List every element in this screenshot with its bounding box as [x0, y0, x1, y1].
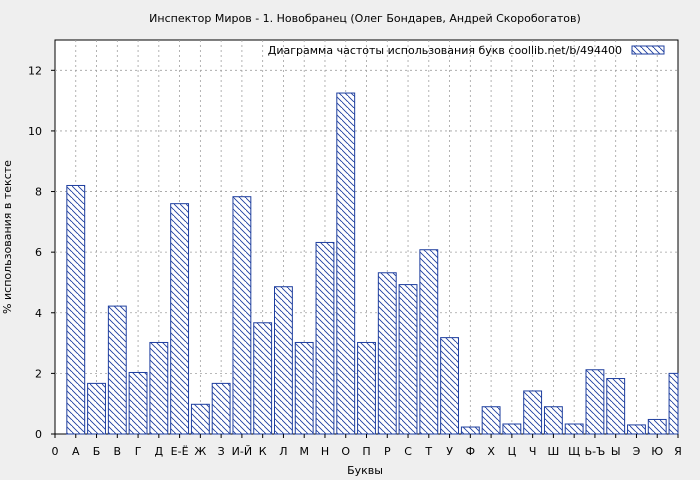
bar-Ч [523, 390, 543, 435]
bars-group [66, 92, 679, 435]
x-tick-label: Ж [194, 445, 206, 458]
bar-К [253, 322, 273, 435]
bar-Х [481, 406, 501, 435]
x-tick-label: Р [384, 445, 391, 458]
x-tick-label: И-Й [232, 445, 252, 458]
x-tick-label: Ч [529, 445, 537, 458]
bar-О [336, 92, 356, 435]
y-tick-label: 12 [28, 64, 42, 77]
x-tick-label: Х [487, 445, 495, 458]
bar-Ф [460, 426, 480, 435]
x-tick-label: Б [93, 445, 101, 458]
bar-Щ [564, 423, 584, 435]
bar-З [211, 382, 231, 435]
x-tick-label: Ш [548, 445, 560, 458]
x-axis-ticks: 0 А Б В Г Д Е-Ё Ж З И-Й К Л М Н О П Р С Т У Ф Х Ц Ч Ш Щ Ь-Ъ Ы Э Ю Я [52, 434, 682, 458]
bar-Н [315, 241, 335, 435]
bar-Д [149, 341, 169, 435]
x-tick-label: С [404, 445, 412, 458]
bar-Е-Ё [170, 203, 190, 435]
legend-label: Диаграмма частоты использования букв coo… [268, 44, 622, 57]
x-tick-label: Н [321, 445, 329, 458]
bar-М [294, 341, 314, 435]
x-tick-label: З [218, 445, 225, 458]
bar-Ю [647, 418, 667, 435]
bar-П [357, 341, 376, 435]
x-tick-label: Э [633, 445, 641, 458]
x-tick-label: 0 [52, 445, 59, 458]
y-tick-label: 4 [35, 307, 42, 320]
x-tick-label: В [114, 445, 122, 458]
x-tick-label: О [341, 445, 350, 458]
x-tick-label: Г [135, 445, 142, 458]
legend: Диаграмма частоты использования букв coo… [268, 44, 665, 57]
bar-Ы [606, 378, 626, 435]
x-tick-label: Ы [611, 445, 621, 458]
bar-А [66, 184, 86, 435]
y-tick-label: 2 [35, 367, 42, 380]
x-tick-label: Ю [651, 445, 663, 458]
bar-В [107, 305, 127, 435]
bar-Ь-Ъ [585, 369, 605, 435]
bar-У [440, 337, 459, 435]
x-tick-label: Т [424, 445, 432, 458]
x-tick-label: М [299, 445, 309, 458]
x-tick-label: П [362, 445, 370, 458]
y-tick-label: 6 [35, 246, 42, 259]
y-tick-label: 0 [35, 428, 42, 441]
x-axis-label: Буквы [347, 464, 383, 477]
x-tick-label: Д [155, 445, 164, 458]
x-tick-label: Щ [568, 445, 580, 458]
bar-С [398, 284, 418, 435]
y-axis-ticks: 0 2 4 6 8 10 12 [28, 64, 55, 441]
chart-title: Инспектор Миров - 1. Новобранец (Олег Бо… [149, 12, 581, 25]
x-tick-label: А [72, 445, 80, 458]
x-tick-label: Л [279, 445, 287, 458]
x-tick-label: Ь-Ъ [585, 445, 606, 458]
x-tick-label: Я [674, 445, 682, 458]
bar-И-Й [232, 196, 252, 435]
y-tick-label: 8 [35, 186, 42, 199]
x-tick-label: Е-Ё [171, 445, 189, 458]
bar-Я [668, 372, 679, 435]
x-tick-label: Ц [508, 445, 517, 458]
grid-lines [55, 40, 678, 434]
legend-swatch [631, 45, 665, 55]
bar-Л [274, 286, 293, 435]
bar-Ш [543, 406, 563, 435]
bar-Э [627, 424, 646, 435]
bar-Б [87, 382, 106, 435]
bar-Т [419, 249, 439, 435]
bar-Ц [502, 423, 522, 435]
y-axis-label: % использования в тексте [1, 160, 14, 314]
bar-Р [377, 272, 397, 435]
x-tick-label: К [259, 445, 267, 458]
x-tick-label: Ф [466, 445, 475, 458]
bar-Ж [190, 403, 210, 435]
y-tick-label: 10 [28, 125, 42, 138]
bar-Г [128, 371, 148, 435]
x-tick-label: У [446, 445, 453, 458]
